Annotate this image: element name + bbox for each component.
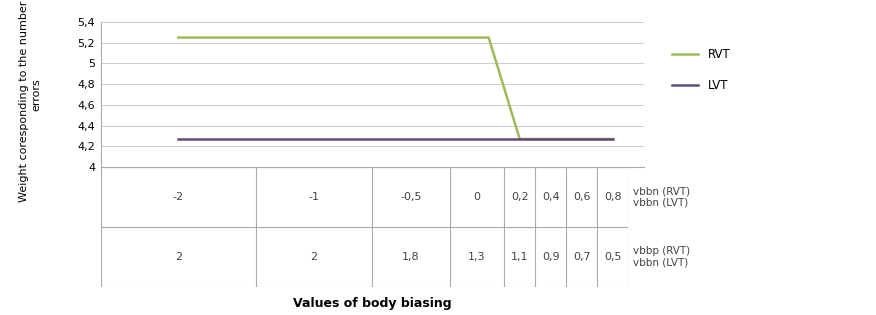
Text: -2: -2 [173, 192, 184, 202]
Text: 1,1: 1,1 [511, 252, 528, 262]
Text: 0,4: 0,4 [542, 192, 560, 202]
Text: 2: 2 [311, 252, 318, 262]
Y-axis label: Weight coresponding to the number of
errors: Weight coresponding to the number of err… [19, 0, 41, 202]
Text: 0,2: 0,2 [511, 192, 528, 202]
Text: 1,3: 1,3 [469, 252, 486, 262]
Text: 0: 0 [474, 192, 481, 202]
Text: Values of body biasing: Values of body biasing [293, 297, 452, 311]
Text: 1,8: 1,8 [402, 252, 420, 262]
Text: -0,5: -0,5 [400, 192, 422, 202]
Text: 0,6: 0,6 [573, 192, 590, 202]
Text: vbbp (RVT)
vbbn (LVT): vbbp (RVT) vbbn (LVT) [632, 246, 689, 267]
Text: 0,8: 0,8 [604, 192, 622, 202]
Text: -1: -1 [308, 192, 320, 202]
Text: vbbn (RVT)
vbbn (LVT): vbbn (RVT) vbbn (LVT) [632, 186, 689, 208]
Legend: RVT, LVT: RVT, LVT [668, 44, 735, 97]
Text: 0,7: 0,7 [573, 252, 590, 262]
Text: 0,5: 0,5 [604, 252, 622, 262]
Text: 2: 2 [175, 252, 182, 262]
Text: 0,9: 0,9 [542, 252, 560, 262]
